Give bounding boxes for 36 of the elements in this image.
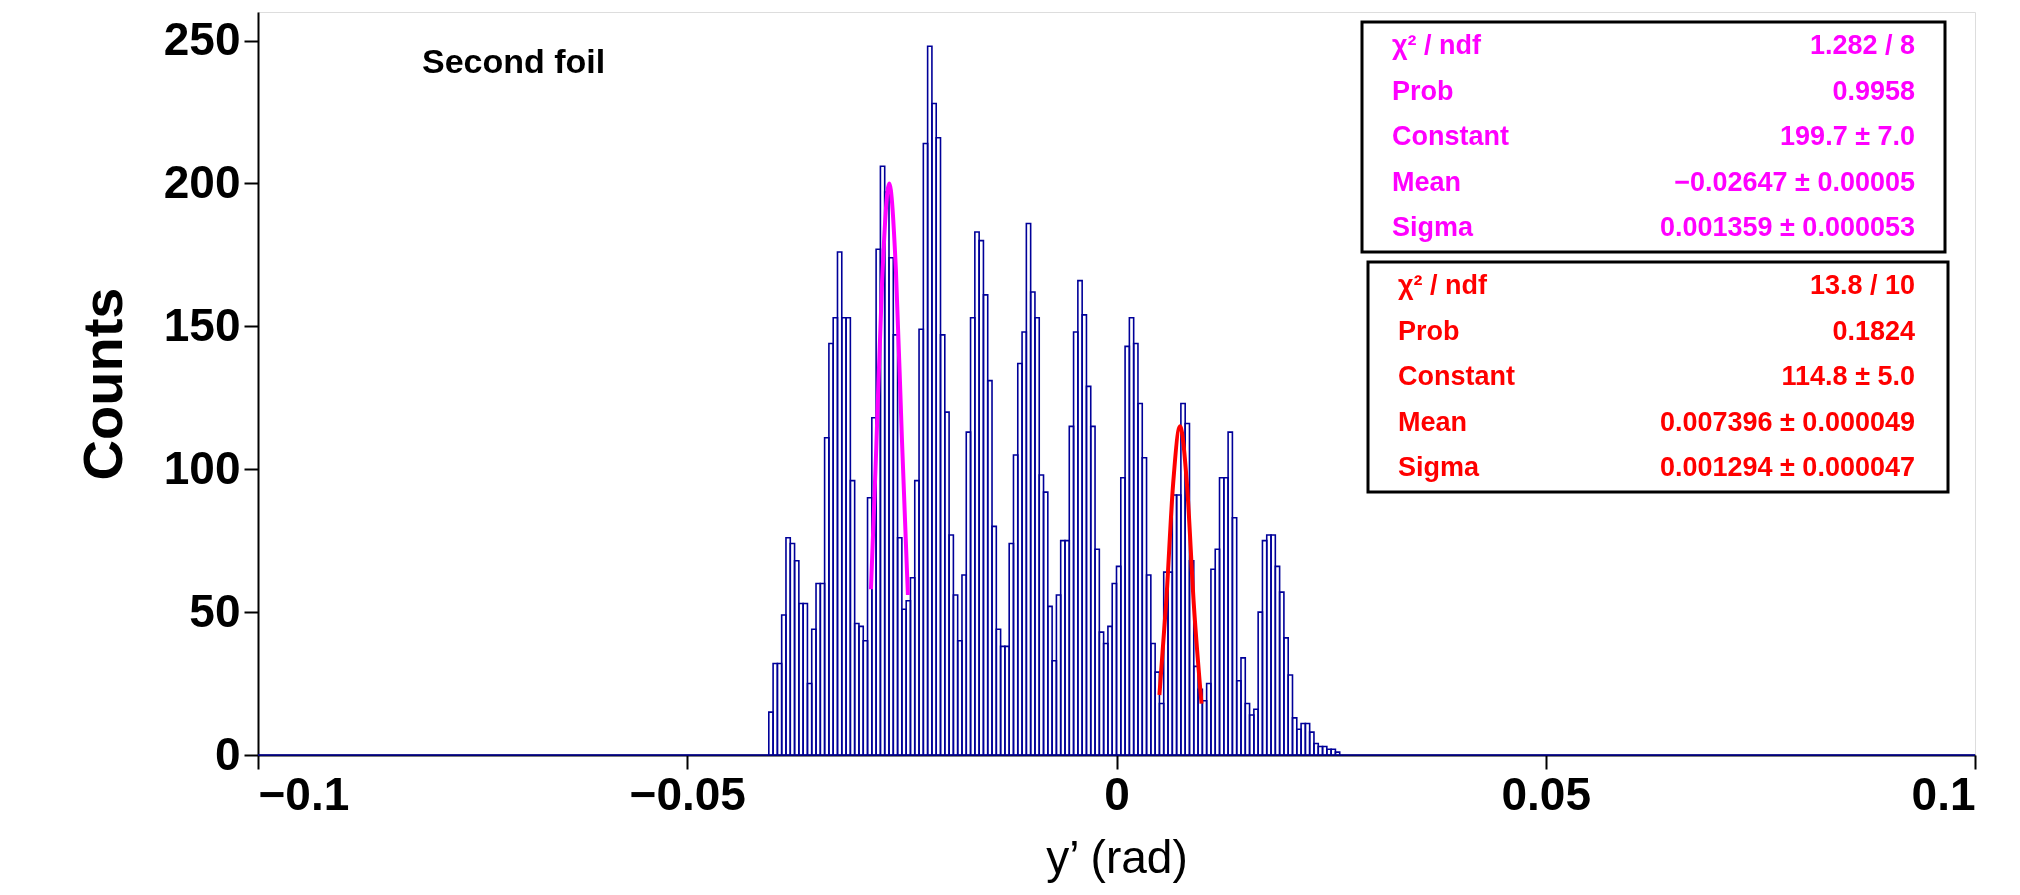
annotation: Sigma <box>1392 212 1475 242</box>
annotation: Prob <box>1398 315 1460 346</box>
annotation: 13.8 / 10 <box>1809 270 1915 300</box>
annotation: χ² / ndf <box>1398 270 1489 300</box>
annotation: 0.1824 <box>1832 315 1915 346</box>
y-tick-label: 50 <box>189 584 241 637</box>
x-tick-label: −0.1 <box>258 767 350 820</box>
annotation: 0.007396 ± 0.000049 <box>1659 406 1915 437</box>
x-tick-label: 0.1 <box>1911 767 1976 820</box>
annotation: Sigma <box>1398 452 1481 482</box>
x-tick-label: 0 <box>1104 767 1130 820</box>
annotation: Second foil <box>422 42 606 80</box>
annotation: Constant <box>1392 121 1509 151</box>
annotation: 114.8 ± 5.0 <box>1781 361 1915 391</box>
annotation: 0.9958 <box>1832 75 1915 106</box>
annotation: 1.282 / 8 <box>1809 30 1915 60</box>
annotation: Mean <box>1398 406 1468 437</box>
annotation: Mean <box>1392 166 1462 197</box>
line-series <box>1157 424 1204 706</box>
x-axis-title: y’ (rad) <box>1046 830 1188 883</box>
y-tick-label: 150 <box>163 298 241 351</box>
y-tick-label: 250 <box>163 13 241 66</box>
y-axis-title: Counts <box>70 287 134 481</box>
x-tick-label: −0.05 <box>629 767 746 820</box>
annotation: Constant <box>1398 361 1515 391</box>
annotation: Prob <box>1392 75 1454 106</box>
annotation: −0.02647 ± 0.00005 <box>1674 166 1915 197</box>
annotation: χ² / ndf <box>1392 30 1483 60</box>
y-tick-label: 0 <box>214 727 241 780</box>
y-tick-label: 200 <box>163 155 241 208</box>
y-tick-label: 100 <box>163 441 241 494</box>
annotation: 199.7 ± 7.0 <box>1780 121 1915 151</box>
line-series <box>868 181 910 597</box>
annotation: 0.001294 ± 0.000047 <box>1659 452 1915 482</box>
annotation: 0.001359 ± 0.000053 <box>1659 212 1915 242</box>
x-tick-label: 0.05 <box>1501 767 1592 820</box>
